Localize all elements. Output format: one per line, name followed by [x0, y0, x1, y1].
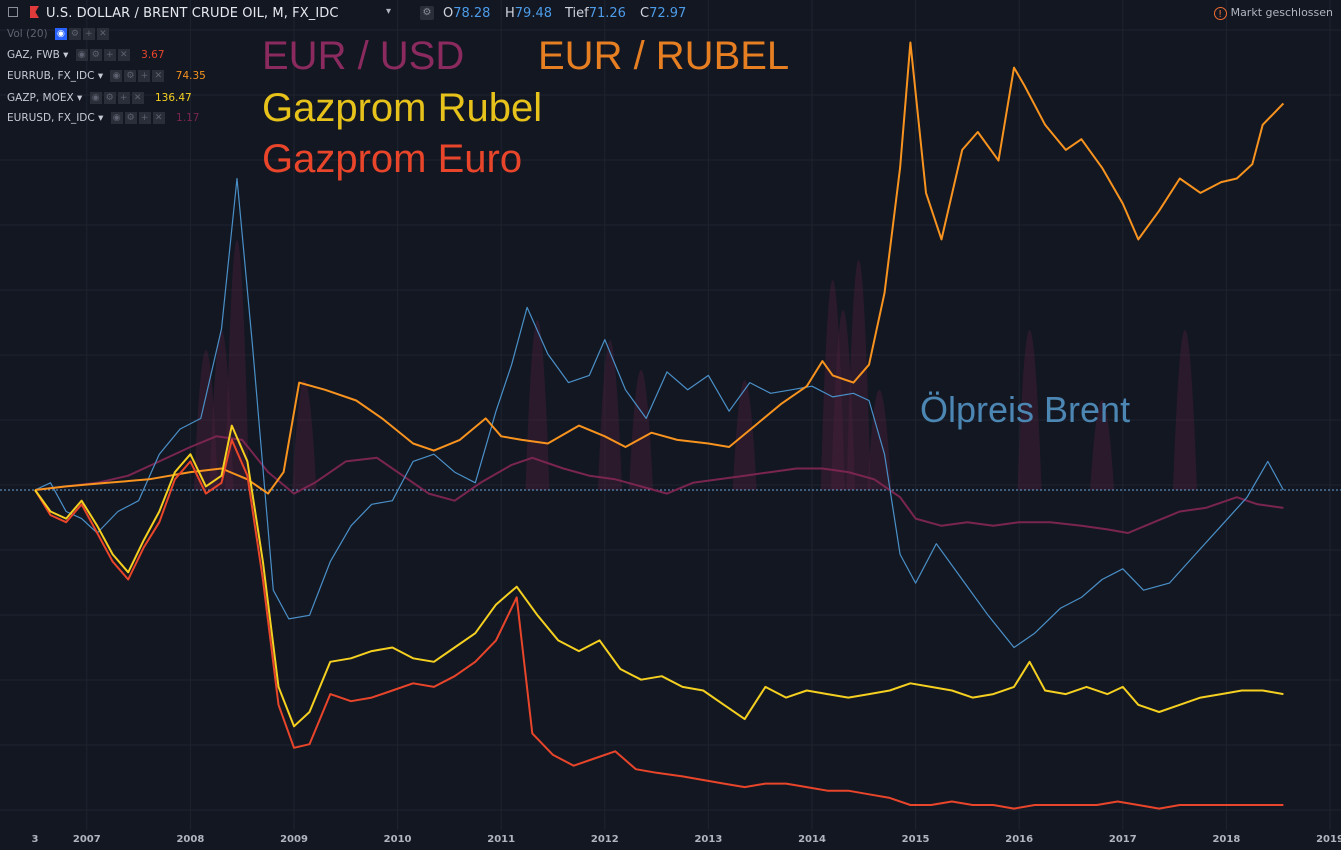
chevron-down-icon[interactable]: ▾ [98, 112, 104, 124]
eye-icon[interactable]: ◉ [75, 49, 88, 61]
x-tick-label: 2016 [1005, 834, 1034, 845]
plus-icon[interactable]: + [103, 49, 116, 61]
series-line-gazprom-rubel [34, 424, 1284, 728]
volume-bar [1090, 400, 1115, 490]
plus-icon[interactable]: + [138, 70, 151, 82]
legend-eurusd[interactable]: EURUSD, FX_IDC ▾ ◉ ⚙ + ✕ 1.17 [7, 112, 200, 124]
gear-icon[interactable]: ⚙ [68, 28, 81, 40]
volume-bar [525, 320, 550, 490]
legend-gaz-fwb[interactable]: GAZ, FWB ▾ ◉ ⚙ + ✕ 3.67 [7, 49, 165, 61]
volume-bar [1172, 330, 1197, 490]
eye-icon[interactable]: ◉ [110, 112, 123, 124]
x-tick-label: 2008 [176, 834, 205, 845]
annotation-gazprom-rubel: Gazprom Rubel [262, 86, 543, 130]
chevron-down-icon[interactable]: ▾ [63, 49, 69, 61]
market-status: ! Markt geschlossen [1213, 6, 1333, 20]
eye-icon[interactable]: ◉ [110, 70, 123, 82]
close-icon[interactable]: ✕ [152, 112, 165, 124]
collapse-toggle[interactable] [8, 7, 18, 17]
series-line-eur-usd [34, 435, 1284, 534]
plus-icon[interactable]: + [82, 28, 95, 40]
volume-bar [292, 380, 317, 490]
close-icon[interactable]: ✕ [117, 49, 130, 61]
flag-icon [30, 6, 39, 18]
symbol-title[interactable]: U.S. DOLLAR / BRENT CRUDE OIL, M, FX_IDC [46, 6, 339, 21]
legend-gazp-moex[interactable]: GAZP, MOEX ▾ ◉ ⚙ + ✕ 136.47 [7, 92, 192, 104]
eye-icon[interactable]: ◉ [89, 92, 102, 104]
legend-eurrub[interactable]: EURRUB, FX_IDC ▾ ◉ ⚙ + ✕ 74.35 [7, 70, 206, 82]
series-line-eur-rubel [34, 41, 1285, 495]
series-line--lpreis-brent [34, 177, 1284, 649]
x-tick-label: 2015 [901, 834, 930, 845]
ohlc-close: C72.97 [640, 6, 687, 21]
chart-header: U.S. DOLLAR / BRENT CRUDE OIL, M, FX_IDC… [0, 0, 1341, 28]
chevron-down-icon[interactable]: ▾ [77, 92, 83, 104]
ohlc-low: Tief71.26 [565, 6, 626, 21]
gear-icon[interactable]: ⚙ [124, 70, 137, 82]
volume-bar [629, 370, 654, 490]
close-icon[interactable]: ✕ [96, 28, 109, 40]
volume-bar [597, 340, 622, 490]
x-tick-label: 2014 [798, 834, 826, 845]
ohlc-open: O78.28 [443, 6, 491, 21]
x-tick-label: 2009 [280, 834, 308, 845]
volume-bar [193, 350, 218, 490]
annotation-gazprom-euro: Gazprom Euro [262, 137, 523, 181]
plus-icon[interactable]: + [117, 92, 130, 104]
x-tick-label: 2007 [72, 834, 101, 845]
close-icon[interactable]: ✕ [152, 70, 165, 82]
series-line-gazprom-euro [34, 438, 1284, 810]
x-tick-label: 3 [31, 834, 39, 845]
x-tick-label: 2012 [590, 834, 619, 845]
volume-bar [1017, 330, 1042, 490]
legend-vol[interactable]: Vol (20) ◉ ⚙ + ✕ [7, 26, 117, 42]
ohlc-high: H79.48 [505, 6, 552, 21]
x-tick-label: 2019 [1316, 834, 1341, 845]
plus-icon[interactable]: + [138, 112, 151, 124]
annotation-eur-usd: EUR / USD [262, 34, 465, 78]
gear-icon[interactable]: ⚙ [420, 6, 434, 20]
gear-icon[interactable]: ⚙ [103, 92, 116, 104]
chevron-down-icon[interactable]: ▾ [386, 6, 392, 17]
x-tick-label: 2017 [1108, 834, 1137, 845]
x-tick-label: 2010 [383, 834, 412, 845]
x-tick-label: 2013 [694, 834, 723, 845]
x-tick-label: 2011 [487, 834, 516, 845]
x-tick-label: 2018 [1212, 834, 1241, 845]
volume-bar [820, 280, 845, 490]
gear-icon[interactable]: ⚙ [124, 112, 137, 124]
close-icon[interactable]: ✕ [131, 92, 144, 104]
annotation-eur-rubel: EUR / RUBEL [538, 34, 790, 78]
annotation-oelpreis: Ölpreis Brent [920, 389, 1131, 430]
chevron-down-icon[interactable]: ▾ [97, 70, 104, 82]
volume-bar [846, 260, 871, 490]
warning-icon: ! [1213, 6, 1227, 20]
gear-icon[interactable]: ⚙ [89, 49, 102, 61]
volume-bar [831, 310, 856, 490]
eye-icon[interactable]: ◉ [54, 28, 67, 40]
